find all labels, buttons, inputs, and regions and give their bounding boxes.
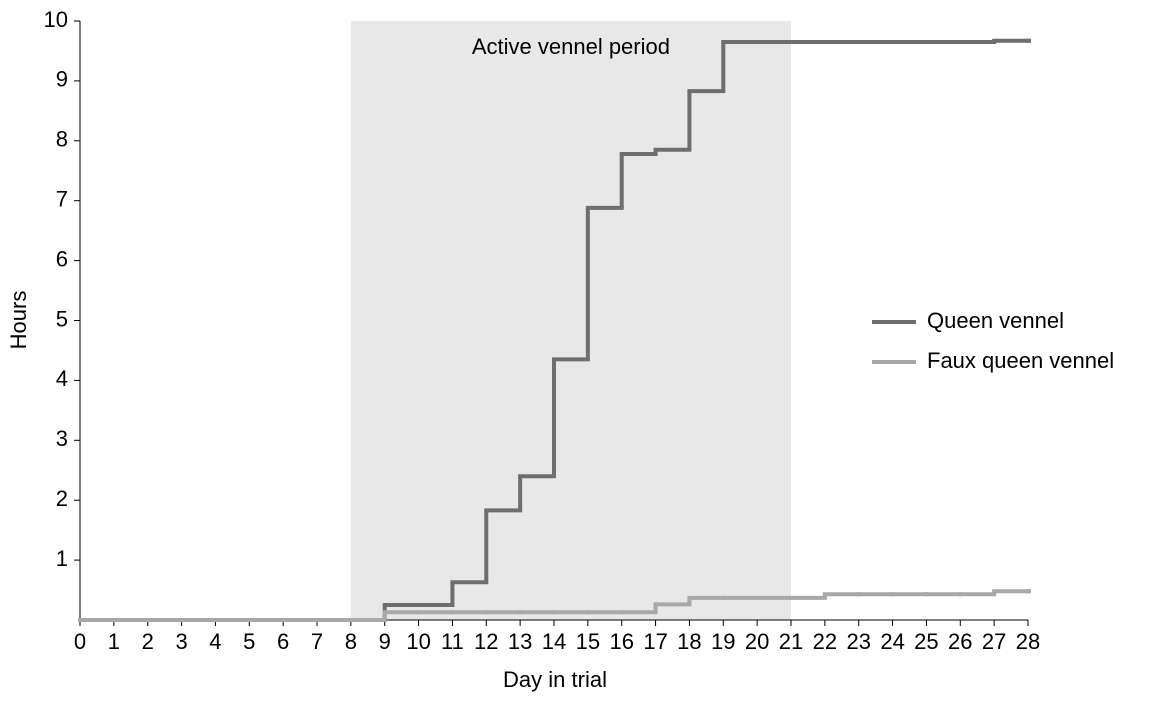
y-tick-label: 1	[56, 546, 68, 571]
x-tick-label: 6	[277, 629, 289, 654]
legend-label: Queen vennel	[927, 308, 1064, 333]
y-tick-label: 4	[56, 366, 68, 391]
x-tick-label: 21	[779, 629, 803, 654]
x-axis-title: Day in trial	[503, 667, 607, 692]
x-tick-label: 11	[441, 629, 464, 654]
x-tick-label: 13	[508, 629, 532, 654]
x-tick-label: 26	[948, 629, 972, 654]
x-tick-label: 5	[243, 629, 255, 654]
shaded-period	[350, 21, 791, 620]
legend-label: Faux queen vennel	[927, 348, 1114, 373]
x-tick-label: 3	[175, 629, 187, 654]
x-tick-label: 9	[379, 629, 391, 654]
x-tick-label: 8	[345, 629, 357, 654]
x-tick-label: 14	[542, 629, 566, 654]
x-tick-label: 23	[846, 629, 870, 654]
x-tick-label: 24	[880, 629, 904, 654]
y-tick-label: 5	[56, 306, 68, 331]
x-tick-label: 0	[74, 629, 86, 654]
y-tick-label: 3	[56, 426, 68, 451]
x-tick-label: 2	[142, 629, 154, 654]
x-tick-label: 7	[311, 629, 323, 654]
x-tick-label: 25	[914, 629, 938, 654]
y-tick-label: 8	[56, 127, 68, 152]
y-tick-label: 6	[56, 246, 68, 271]
x-tick-label: 16	[609, 629, 633, 654]
x-tick-label: 19	[711, 629, 735, 654]
x-tick-label: 12	[474, 629, 498, 654]
x-tick-label: 15	[576, 629, 600, 654]
x-tick-label: 1	[108, 629, 120, 654]
shade-label: Active vennel period	[472, 34, 670, 59]
y-tick-label: 9	[56, 67, 68, 92]
y-tick-label: 10	[44, 7, 68, 32]
x-tick-label: 18	[677, 629, 701, 654]
x-tick-label: 22	[813, 629, 837, 654]
x-tick-label: 17	[643, 629, 667, 654]
x-tick-label: 27	[982, 629, 1006, 654]
y-axis-title: Hours	[6, 291, 31, 350]
x-tick-label: 28	[1016, 629, 1040, 654]
x-tick-label: 10	[406, 629, 430, 654]
y-tick-label: 7	[56, 187, 68, 212]
x-tick-label: 20	[745, 629, 769, 654]
y-tick-label: 2	[56, 486, 68, 511]
x-tick-label: 4	[209, 629, 221, 654]
